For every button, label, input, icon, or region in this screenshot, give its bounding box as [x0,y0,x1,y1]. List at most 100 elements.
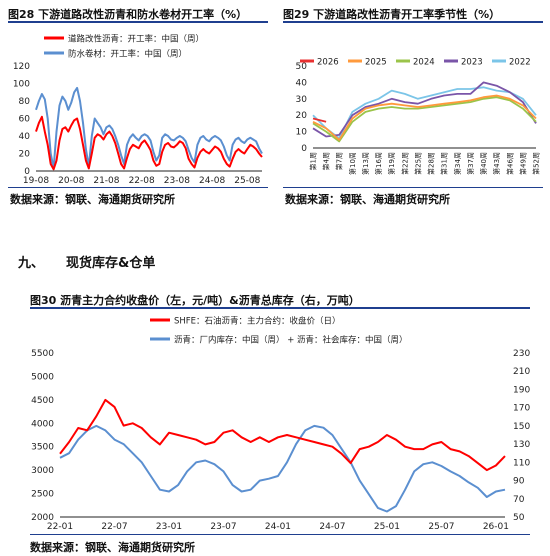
fig28-y-tick-1: 20 [19,150,31,160]
fig30-source: 数据来源：钢联、海通期货研究所 [30,541,195,554]
fig29-x-tick-2: 第7周 [335,152,344,170]
fig30-y-right-tick-3: 110 [513,458,530,468]
fig28-bottom-rule [8,187,268,188]
fig30-x-tick-7: 25-07 [428,522,454,532]
fig30-y-left-tick-5: 4500 [31,396,54,406]
fig30-y-left-tick-4: 4000 [31,419,54,429]
fig30-legend-label-0: SHFE：石油沥青：主力合约：收盘价（日） [174,316,341,327]
fig29-title: 图29 下游道路改性沥青开工率季节性（%） [283,8,501,21]
fig29-x-tick-11: 第34周 [453,152,462,175]
fig29-legend-label-0: 2026 [317,58,339,68]
fig29-y-tick-4: 40 [296,78,308,88]
fig29-x-tick-14: 第43周 [492,152,501,175]
fig29-y-tick-1: 10 [296,128,308,138]
fig28-legend-label-1: 防水卷材：开工率：中国（周） [68,49,187,60]
fig30-series-line-0 [59,398,506,472]
fig29-legend-label-1: 2025 [365,58,387,68]
fig28-x-tick-0: 19-08 [23,176,49,186]
fig30-y-left-tick-0: 2000 [31,513,54,523]
fig28-series-line-0 [35,115,263,171]
fig30-y-right-tick-1: 70 [513,495,525,505]
fig30-y-right-tick-0: 50 [513,513,525,523]
fig30-x-tick-6: 25-01 [374,522,400,532]
fig29-x-tick-3: 第10周 [348,152,357,175]
fig30-y-right-tick-5: 150 [513,422,530,432]
fig29-legend-label-4: 2022 [509,58,531,68]
fig29-series-line-3 [312,81,537,138]
fig28-x-tick-3: 22-08 [129,176,155,186]
fig29-x-tick-5: 第16周 [374,152,383,175]
fig29-x-tick-16: 第49周 [518,152,527,175]
fig29-x-tick-4: 第13周 [361,152,370,175]
fig28-x-tick-1: 20-08 [58,176,84,186]
fig30-title: 图30 沥青主力合约收盘价（左，元/吨）&沥青总库存（右，万吨） [30,294,360,307]
fig28-y-tick-0: 0 [24,167,30,177]
fig30-x-tick-3: 23-07 [210,522,236,532]
fig30-y-right-tick-2: 90 [513,477,525,487]
fig28-legend-label-0: 道路改性沥青：开工率：中国（周） [68,34,204,45]
fig28-x-tick-5: 24-08 [199,176,225,186]
fig29-y-tick-5: 50 [296,62,308,72]
fig29-x-tick-6: 第19周 [387,152,396,175]
fig29-x-tick-10: 第31周 [440,152,449,175]
section-number: 九、 [18,256,45,271]
fig29-y-tick-2: 20 [296,111,308,121]
fig29-legend-label-3: 2023 [461,58,483,68]
fig30-y-left-tick-2: 3000 [31,466,54,476]
fig30-x-tick-1: 22-07 [101,522,127,532]
fig29-x-tick-15: 第46周 [505,152,514,175]
fig28-x-tick-4: 23-08 [164,176,190,186]
fig29-series-line-2 [312,96,537,143]
fig29-legend-label-2: 2024 [413,58,435,68]
fig30-x-tick-0: 22-01 [47,522,73,532]
fig30-y-left-tick-3: 3500 [31,443,54,453]
fig30-y-right-tick-9: 230 [513,349,530,359]
fig30-legend-label-1: 沥青：厂内库存：中国（周） + 沥青：社会库存：中国（周） [174,335,408,346]
fig30-x-tick-5: 24-07 [319,522,345,532]
fig30-bottom-rule [30,534,530,535]
fig29-x-tick-8: 第25周 [413,152,422,175]
fig29-x-tick-17: 第52周 [532,152,541,175]
fig28-title: 图28 下游道路改性沥青和防水卷材开工率（%） [8,8,248,21]
fig29-series-line-0 [312,117,327,123]
fig30-x-tick-4: 24-01 [265,522,291,532]
fig28-y-tick-5: 100 [13,80,30,90]
fig29-x-tick-12: 第37周 [466,152,475,175]
fig30-y-right-tick-7: 190 [513,385,530,395]
fig28-source: 数据来源：钢联、海通期货研究所 [10,193,175,206]
fig30-y-right-tick-8: 210 [513,367,530,377]
fig28-series-line-1 [35,86,263,170]
fig29-series-line-4 [312,86,537,140]
fig30-y-left-tick-1: 2500 [31,490,54,500]
fig29-bottom-rule [283,187,543,188]
fig30-y-right-tick-6: 170 [513,404,530,414]
fig30-series-line-1 [59,424,506,513]
fig30-y-left-tick-7: 5500 [31,349,54,359]
section-title: 现货库存&仓单 [66,256,156,271]
fig30-y-left-tick-6: 5000 [31,372,54,382]
fig29-x-tick-9: 第28周 [427,152,436,175]
fig29-x-tick-1: 第4周 [322,152,331,170]
fig28-y-tick-6: 120 [13,62,30,72]
fig30-x-tick-2: 23-01 [156,522,182,532]
fig28-y-tick-3: 60 [19,115,31,125]
fig28-y-tick-4: 80 [19,97,31,107]
fig29-y-tick-3: 30 [296,95,308,105]
fig29-y-tick-0: 0 [301,144,307,154]
fig28-y-tick-2: 40 [19,132,31,142]
fig29-source: 数据来源：钢联、海通期货研究所 [285,193,450,206]
fig29-x-tick-13: 第40周 [479,152,488,175]
fig30-title-rule [30,307,530,309]
fig30-y-right-tick-4: 130 [513,440,530,450]
fig29-series-line-1 [312,94,537,141]
fig29-title-rule [283,21,543,23]
fig28-x-tick-2: 21-08 [93,176,119,186]
fig30-x-tick-8: 26-01 [483,522,509,532]
fig28-title-rule [8,21,268,23]
fig28-x-tick-6: 25-08 [234,176,260,186]
fig29-x-tick-0: 第1周 [309,152,318,170]
fig29-x-tick-7: 第22周 [400,152,409,175]
